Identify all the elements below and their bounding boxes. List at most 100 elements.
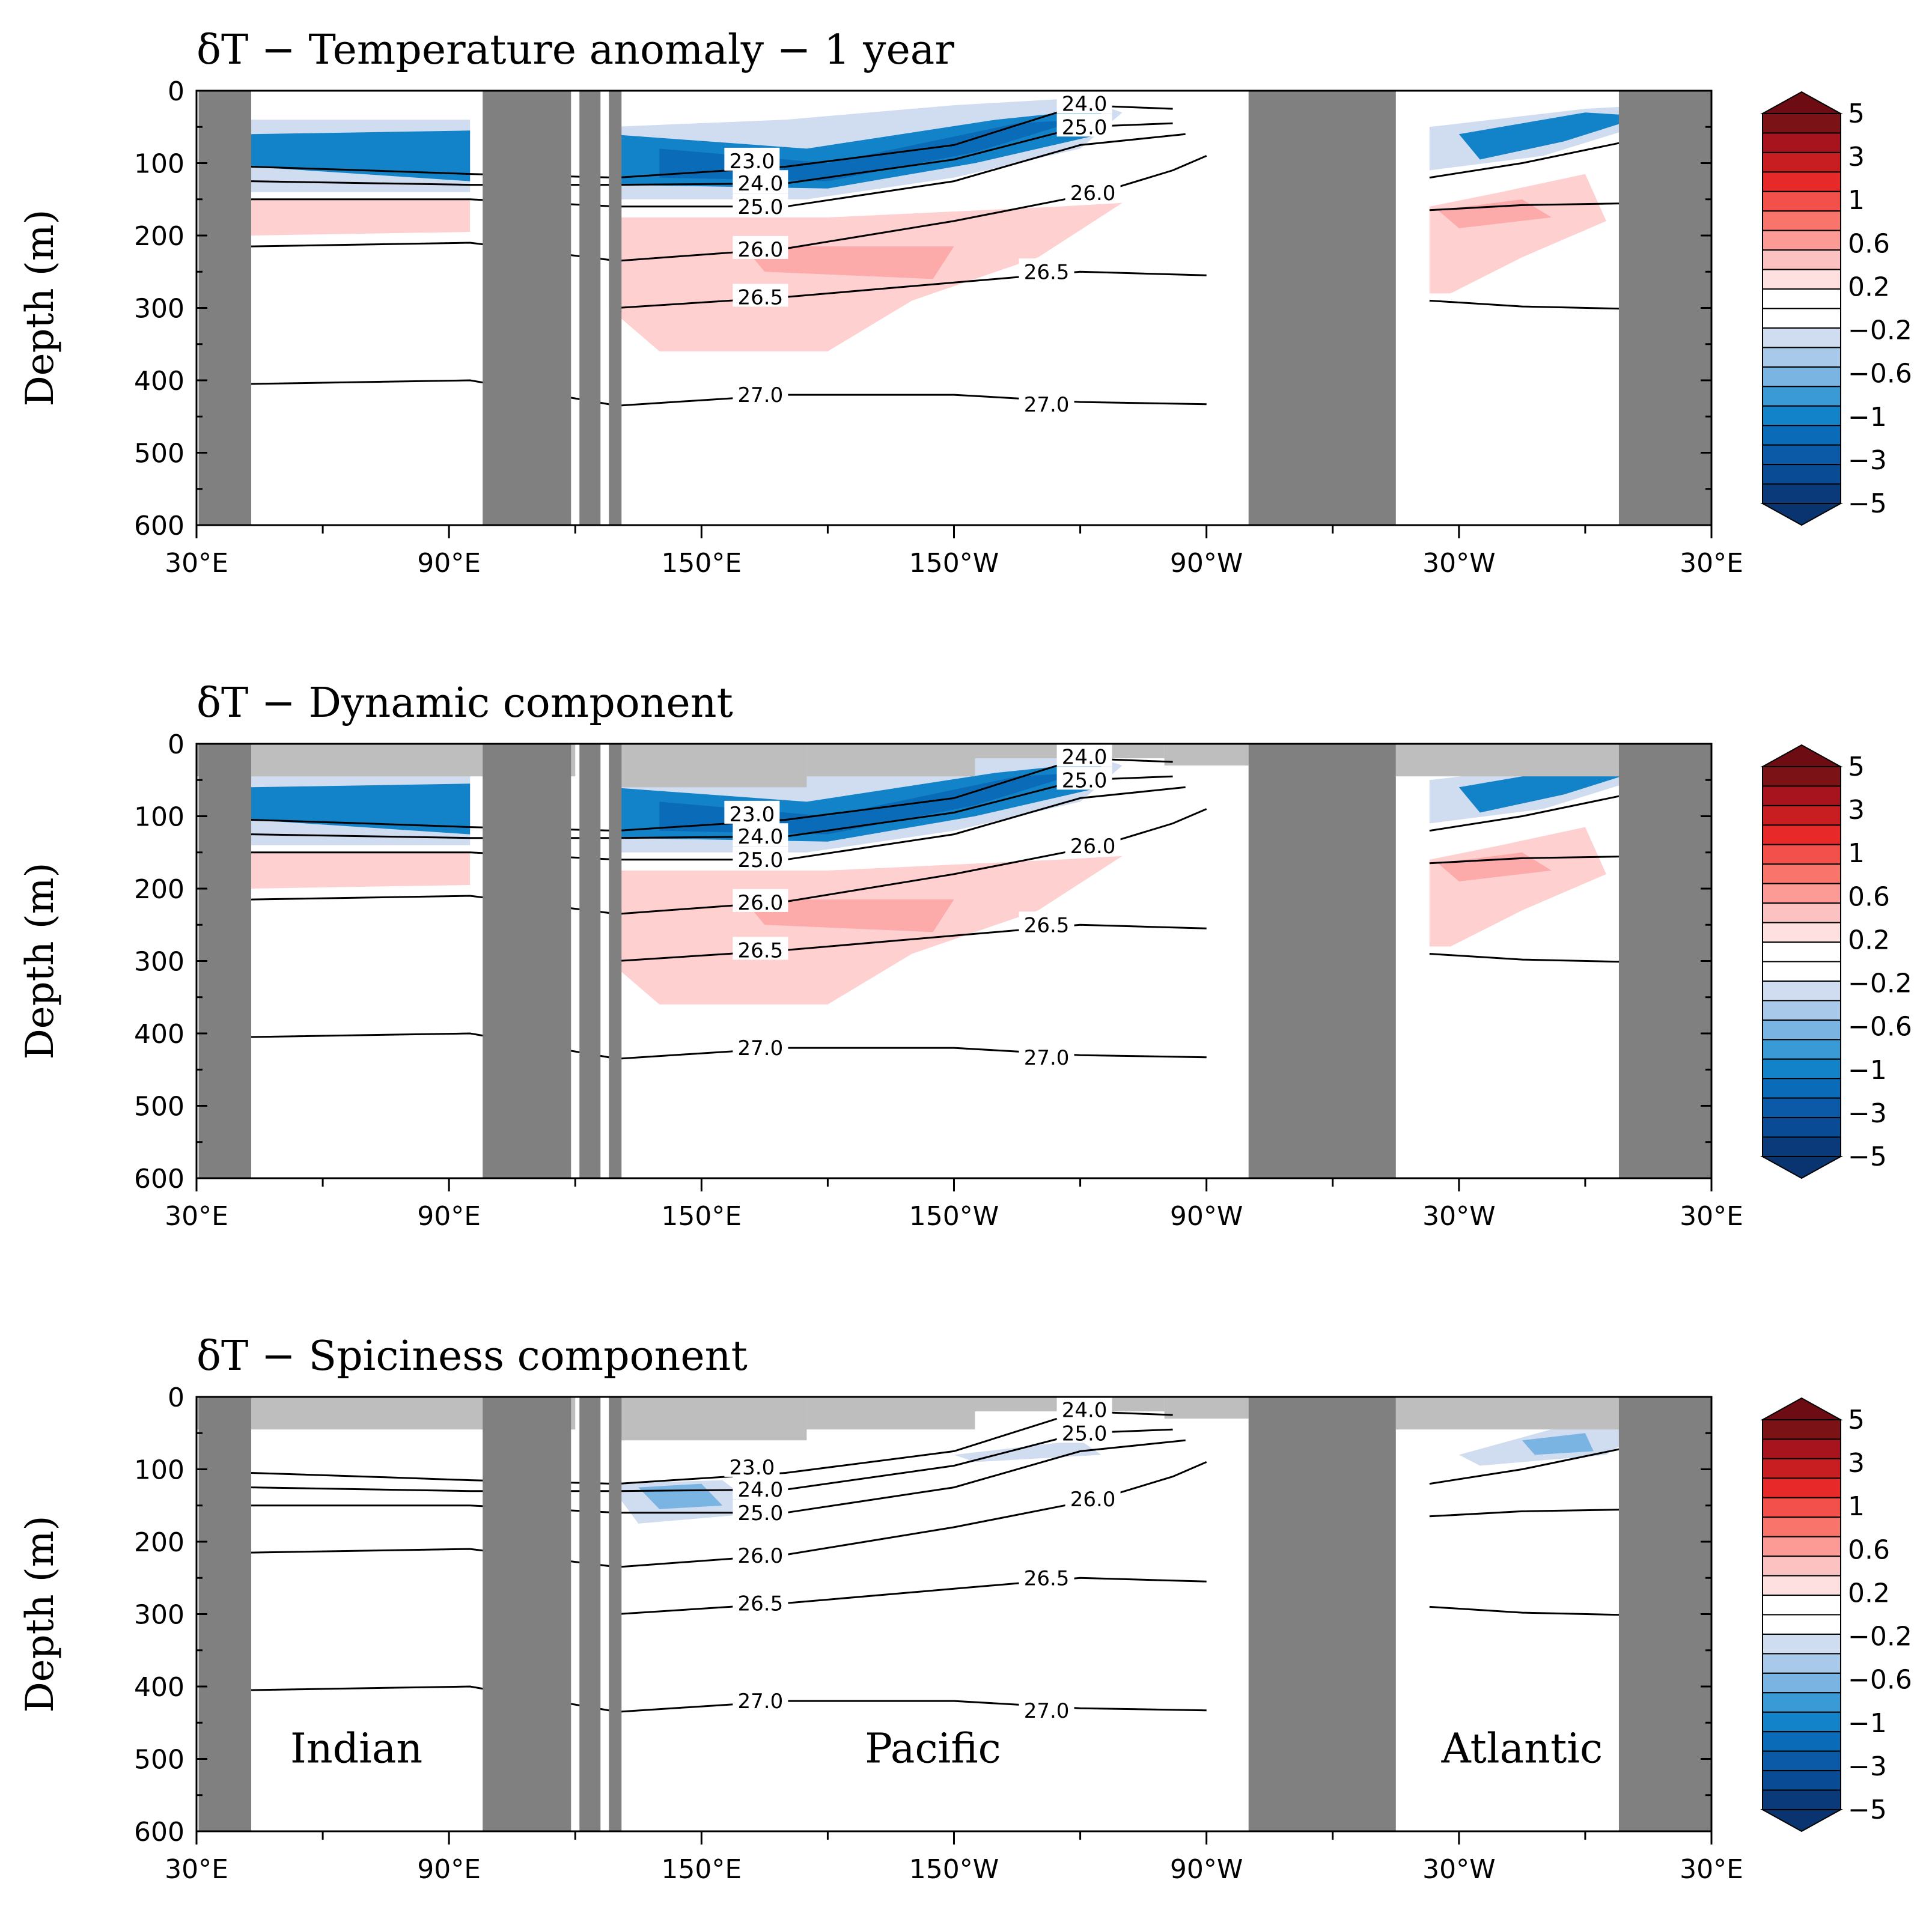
colorbar-label: −3 — [1848, 1751, 1887, 1782]
contour-label-bg — [1065, 1485, 1121, 1509]
contour-label: 27.0 — [1024, 393, 1070, 417]
x-tick-label: 150°E — [661, 548, 742, 579]
contour-label-bg — [733, 1499, 788, 1522]
contour-label: 24.0 — [1062, 1399, 1108, 1423]
colorbar-bottom-arrow — [1760, 1156, 1843, 1179]
colorbar-swatch — [1762, 405, 1841, 427]
contour-line — [1429, 202, 1653, 211]
contour-label: 26.0 — [738, 891, 784, 915]
contour-line — [1429, 1508, 1653, 1518]
contour-label-bg — [724, 1453, 780, 1477]
contour-label-bg — [1056, 1420, 1112, 1443]
x-tick-label: 150°E — [661, 1854, 742, 1885]
x-tick-label: 90°W — [1170, 548, 1243, 579]
colorbar-label: 0.6 — [1848, 1534, 1890, 1565]
panel-title: δT − Dynamic component — [197, 680, 733, 727]
y-tick-label: 400 — [134, 366, 184, 397]
colorbar-label: −5 — [1848, 1142, 1887, 1172]
x-tick-label: 90°W — [1170, 1201, 1243, 1232]
atlantic-cool-anomaly-core — [1458, 112, 1644, 160]
contour-label-bg — [733, 193, 788, 216]
y-tick-label: 100 — [134, 1455, 184, 1486]
colorbar-swatch — [1762, 1078, 1841, 1099]
x-tick-label: 30°E — [165, 548, 228, 579]
colorbar-swatch — [1762, 249, 1841, 270]
colorbar-swatch — [1762, 844, 1841, 865]
contour-label-bg — [1056, 767, 1112, 790]
contour-label-bg — [733, 382, 788, 405]
contour-line — [1429, 1605, 1653, 1617]
colorbar-label: −3 — [1848, 1098, 1887, 1129]
land-bar — [1248, 744, 1396, 1178]
contour-label: 25.0 — [1062, 115, 1108, 139]
x-tick-label: 90°E — [417, 1201, 481, 1232]
colorbar-swatch — [1762, 1692, 1841, 1713]
colorbar-swatch — [1762, 327, 1841, 348]
colorbar-swatch — [1762, 1536, 1841, 1557]
land-mask — [198, 1397, 1711, 1831]
contour-label: 26.0 — [738, 238, 784, 262]
y-tick-label: 300 — [134, 294, 184, 324]
contour-label: 26.5 — [1024, 260, 1070, 284]
contour-label: 26.0 — [1070, 1488, 1116, 1512]
colorbar-label: −0.6 — [1848, 1665, 1912, 1696]
y-tick-label: 600 — [134, 511, 184, 541]
colorbar-bottom-arrow — [1760, 1809, 1843, 1832]
colorbar-swatch — [1762, 922, 1841, 943]
contour-label-bg — [1056, 114, 1112, 137]
colorbar-swatch — [1762, 1019, 1841, 1041]
colorbar-label: 5 — [1848, 752, 1865, 782]
colorbar-swatch — [1762, 1575, 1841, 1596]
colorbar-label: 3 — [1848, 795, 1865, 826]
y-tick-label: 200 — [134, 221, 184, 252]
contour-line — [617, 923, 1207, 962]
contour-label-bg — [733, 1035, 788, 1058]
contour-label-bg — [733, 823, 788, 847]
x-tick-label: 30°W — [1422, 1201, 1496, 1232]
contour-label-bg — [1019, 1565, 1074, 1588]
colorbar-label: −0.2 — [1848, 1622, 1912, 1652]
land-bar — [483, 744, 571, 1178]
colorbar-swatch — [1762, 1097, 1841, 1119]
colorbar-swatch — [1762, 425, 1841, 446]
x-tick-label: 90°E — [417, 1854, 481, 1885]
colorbar-swatch — [1762, 1789, 1841, 1811]
contour-label-bg — [1056, 743, 1112, 767]
basin-label: Indian — [290, 1726, 422, 1773]
x-tick-label: 150°W — [909, 1854, 999, 1885]
contour-line — [1429, 855, 1653, 865]
contour-label: 24.0 — [1062, 93, 1108, 117]
contour-label: 23.0 — [730, 1456, 775, 1480]
y-tick-label: 100 — [134, 149, 184, 180]
y-tick-label: 400 — [134, 1019, 184, 1050]
x-tick-label: 90°W — [1170, 1854, 1243, 1885]
contour-label: 26.5 — [738, 285, 784, 309]
atlantic-cool-anomaly-core — [1458, 765, 1644, 813]
contour-label-bg — [733, 889, 788, 912]
shallow-mask-segment — [806, 744, 975, 777]
colorbar-swatch — [1762, 1039, 1841, 1060]
colorbar-swatch — [1762, 1117, 1841, 1138]
shallow-mask-segment — [806, 1397, 975, 1430]
colorbar-label: 0.2 — [1848, 272, 1890, 302]
x-tick-label: 150°E — [661, 1201, 742, 1232]
contour-label: 25.0 — [738, 1501, 784, 1525]
colorbar-label: 0.2 — [1848, 1578, 1890, 1608]
colorbar-swatch — [1762, 1516, 1841, 1537]
land-bar — [198, 91, 252, 525]
contour-label-bg — [733, 846, 788, 869]
colorbar-swatch — [1762, 483, 1841, 504]
x-tick-label: 30°E — [165, 1201, 228, 1232]
indian-warm-anomaly — [251, 852, 471, 889]
land-bar — [483, 91, 571, 525]
colorbar-swatch — [1762, 1556, 1841, 1577]
land-bar — [198, 1397, 252, 1831]
y-tick-label: 100 — [134, 802, 184, 833]
colorbar-swatch — [1762, 1419, 1841, 1440]
plot-area — [197, 1397, 1711, 1831]
contour-label: 27.0 — [1024, 1699, 1070, 1723]
contour-label-bg — [1019, 911, 1074, 935]
panel-3: δT − Spiciness component23.024.024.025.0… — [18, 1333, 1912, 1885]
contour-label: 27.0 — [1024, 1046, 1070, 1070]
colorbar-label: −3 — [1848, 445, 1887, 476]
